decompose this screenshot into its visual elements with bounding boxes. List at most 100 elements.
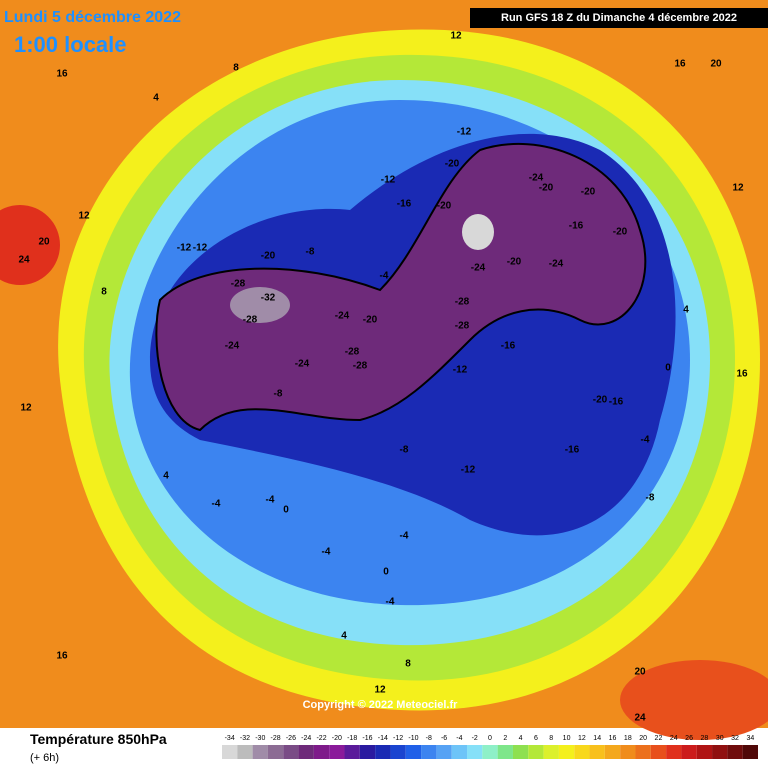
legend-tick-label: -10 — [408, 735, 418, 742]
contour-label: -12 — [457, 127, 472, 138]
contour-label: -16 — [501, 341, 516, 352]
contour-label: 16 — [736, 369, 748, 380]
contour-label: -12 — [193, 243, 208, 254]
contour-label: -4 — [400, 531, 409, 542]
contour-label: -8 — [274, 389, 283, 400]
contour-label: 12 — [20, 403, 32, 414]
legend-tick-label: 16 — [609, 735, 617, 742]
contour-label: -16 — [569, 221, 584, 232]
contour-label: -20 — [581, 187, 596, 198]
legend-tick-label: -20 — [332, 735, 342, 742]
legend-tick-label: -4 — [456, 735, 462, 742]
legend-swatch — [237, 745, 253, 759]
legend-tick-label: 0 — [488, 735, 492, 742]
legend-swatch — [742, 745, 758, 759]
legend-tick-label: 26 — [685, 735, 693, 742]
legend-swatch — [696, 745, 713, 759]
footer-title: Température 850hPa — [30, 731, 167, 747]
legend-swatch — [313, 745, 330, 759]
contour-label: 16 — [674, 59, 686, 70]
color-legend: -34 -32 -30 -28 -26 -24 -22 -20 -18 -16 -14 -12 -10-… — [222, 735, 758, 759]
copyright: Copyright © 2022 Meteociel.fr — [303, 699, 459, 711]
contour-label: 4 — [683, 305, 689, 316]
contour-label: -28 — [345, 347, 360, 358]
legend-tick-label: 12 — [578, 735, 586, 742]
legend-tick-label: 2 — [503, 735, 507, 742]
contour-label: -20 — [593, 395, 608, 406]
legend-swatch — [390, 745, 406, 759]
contour-label: 24 — [18, 255, 30, 266]
contour-label: -20 — [261, 251, 276, 262]
contour-label: 12 — [732, 183, 744, 194]
legend-tick-label: 4 — [519, 735, 523, 742]
field-hot — [0, 205, 60, 285]
contour-label: -4 — [266, 495, 275, 506]
contour-label: -16 — [609, 397, 624, 408]
legend-tick-label: -2 — [472, 735, 478, 742]
legend-swatch — [650, 745, 667, 759]
legend-swatch — [543, 745, 559, 759]
legend-swatch — [635, 745, 651, 759]
contour-labels: -32-28-28-24-24-28-28-24 -20-28-28-24-20-… — [18, 31, 748, 724]
contour-label: -12 — [381, 175, 396, 186]
date: Lundi 5 décembre 2022 — [4, 9, 181, 26]
legend-tick-label: 8 — [549, 735, 553, 742]
contour-label: -28 — [455, 321, 470, 332]
contour-label: -28 — [231, 279, 246, 290]
contour-label: 8 — [101, 287, 107, 298]
legend-swatch — [375, 745, 391, 759]
run-banner — [470, 8, 768, 28]
contour-label: -4 — [641, 435, 650, 446]
legend-tick-label: 32 — [731, 735, 739, 742]
contour-label: -8 — [400, 445, 409, 456]
contour-label: 16 — [56, 651, 68, 662]
contour-label: 12 — [374, 685, 386, 696]
contour-label: 4 — [153, 93, 159, 104]
legend-swatch — [467, 745, 483, 759]
contour-label: -24 — [335, 311, 350, 322]
legend-tick-label: -32 — [240, 735, 250, 742]
contour-label: -8 — [646, 493, 655, 504]
legend-tick-label: 28 — [701, 735, 709, 742]
legend-tick-label: -26 — [286, 735, 296, 742]
contour-label: 4 — [341, 631, 347, 642]
legend-tick-label: -6 — [441, 735, 447, 742]
contour-label: -4 — [380, 271, 389, 282]
contour-label: -12 — [177, 243, 192, 254]
field-hot — [620, 660, 768, 740]
contour-label: -20 — [507, 257, 522, 268]
legend-swatch — [574, 745, 590, 759]
contour-label: 20 — [710, 59, 722, 70]
legend-swatch — [222, 745, 238, 759]
legend-swatch — [512, 745, 529, 759]
contour-label: 8 — [233, 63, 239, 74]
legend-swatch — [589, 745, 605, 759]
contour-label: -20 — [363, 315, 378, 326]
legend-swatch — [421, 745, 437, 759]
legend-swatch — [451, 745, 468, 759]
legend-swatch — [558, 745, 575, 759]
legend-tick-label: -12 — [393, 735, 403, 742]
legend-swatch — [528, 745, 544, 759]
legend-tick-label: 24 — [670, 735, 678, 742]
legend-tick-label: 30 — [716, 735, 724, 742]
contour-label: -20 — [539, 183, 554, 194]
contour-label: 4 — [163, 471, 169, 482]
legend-swatch — [359, 745, 376, 759]
legend-swatch — [727, 745, 743, 759]
legend-tick-label: 22 — [655, 735, 663, 742]
contour-label: -32 — [261, 293, 276, 304]
legend-swatch — [329, 745, 345, 759]
contour-label: -24 — [295, 359, 310, 370]
legend-tick-label: -28 — [271, 735, 281, 742]
legend-tick-label: 34 — [746, 735, 754, 742]
legend-swatch — [482, 745, 498, 759]
contour-label: -16 — [397, 199, 412, 210]
field-cold-core — [230, 287, 290, 323]
contour-label: -24 — [471, 263, 486, 274]
contour-label: -24 — [549, 259, 564, 270]
time: 1:00 locale — [14, 32, 127, 57]
contour-label: -16 — [565, 445, 580, 456]
contour-label: 20 — [38, 237, 50, 248]
